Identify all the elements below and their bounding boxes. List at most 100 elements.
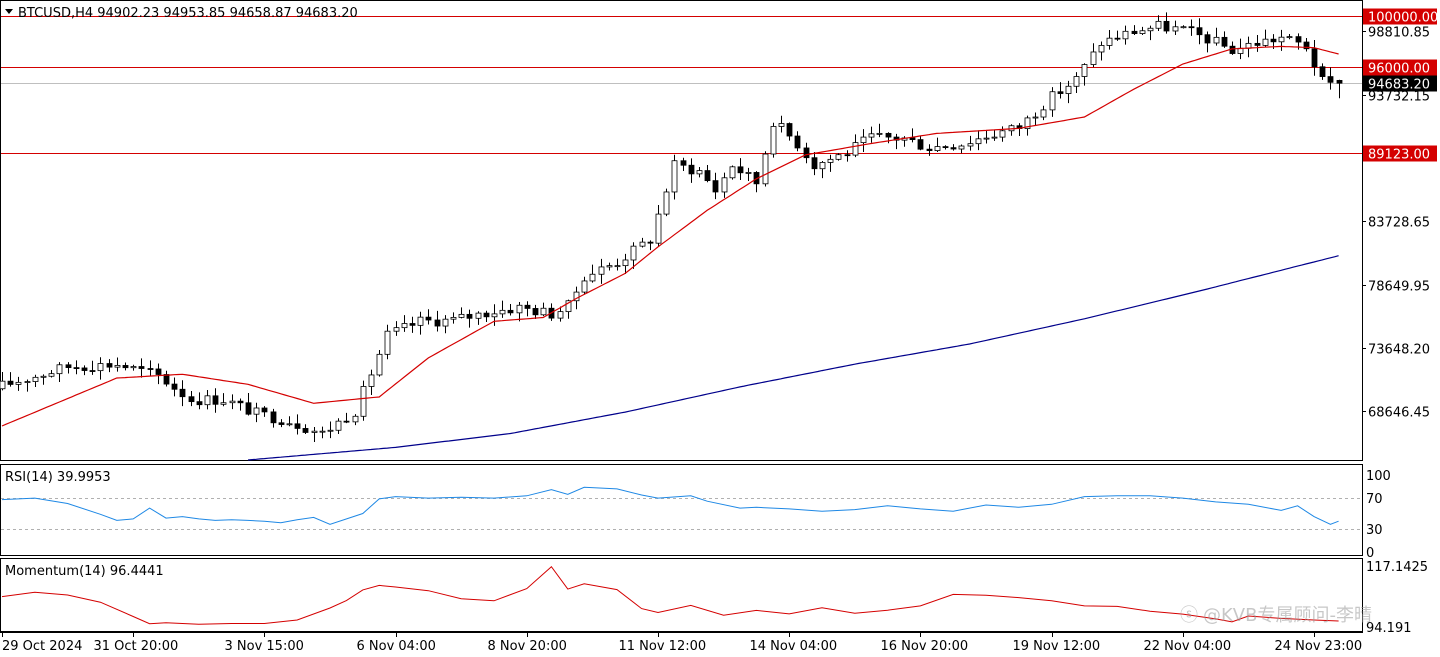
- rsi-tick-label-1: 70: [1366, 492, 1383, 507]
- candle-bull: [475, 312, 482, 319]
- candle-bull: [335, 420, 342, 431]
- candle-bear: [188, 396, 195, 403]
- candle-bull: [286, 423, 293, 426]
- candle-bear: [155, 368, 162, 375]
- candle-bull: [376, 353, 383, 376]
- candle-bear: [811, 157, 818, 170]
- candle-bear: [147, 368, 154, 370]
- candle-bull: [565, 300, 572, 313]
- candle-bull: [1172, 26, 1179, 32]
- price-tags: 100000.00 96000.00 89123.00 94683.20: [1363, 8, 1438, 163]
- price-tick-label-3: 78649.95: [1368, 280, 1430, 295]
- candle-bull: [40, 375, 47, 378]
- candle-bear: [278, 422, 285, 425]
- candle-bear: [950, 147, 957, 150]
- hline-tag-label-1: 96000.00: [1368, 62, 1430, 77]
- candle-bear: [261, 407, 268, 413]
- candle-bear: [212, 395, 219, 405]
- candle-bull: [589, 273, 596, 282]
- candle-bull: [762, 153, 769, 185]
- candle-bull: [352, 415, 359, 423]
- candle-bull: [729, 166, 736, 179]
- candle-bull: [819, 162, 826, 170]
- candle-bear: [196, 401, 203, 406]
- time-tick-label-5: 11 Nov 12:00: [619, 639, 707, 654]
- candle-bull: [696, 170, 703, 175]
- candle-bull: [655, 213, 662, 244]
- price-pane[interactable]: 98810.85 93732.15 83728.65 78649.95 73648.20…: [0, 0, 1438, 461]
- time-tick-label-10: 24 Nov 23:00: [1275, 639, 1363, 654]
- rsi-tick-label-2: 30: [1366, 523, 1383, 538]
- candle-bull: [671, 160, 678, 193]
- candle-bull: [975, 138, 982, 145]
- candle-bear: [237, 400, 244, 404]
- candle-bull: [458, 313, 465, 318]
- candle-bear: [302, 428, 309, 433]
- rsi-tick-label-3: 0: [1366, 546, 1374, 561]
- candle-bear: [917, 139, 924, 150]
- horizontal-lines: [1, 16, 1362, 154]
- collapse-triangle-icon[interactable]: [5, 9, 13, 14]
- rsi-pane-frame: [0, 464, 1363, 556]
- candle-bear: [688, 164, 695, 175]
- candle-bull: [876, 132, 883, 135]
- candle-bull: [1122, 30, 1129, 40]
- rsi-pane[interactable]: 100 70 30 0: [0, 464, 1391, 562]
- candle-bear: [1303, 41, 1310, 50]
- candle-bull: [450, 316, 457, 320]
- candle-bull: [967, 143, 974, 147]
- candle-bear: [1057, 91, 1064, 94]
- candle-bull: [958, 145, 965, 150]
- momentum-tick-label-0: 117.1425: [1366, 560, 1428, 575]
- candle-bull: [417, 316, 424, 326]
- momentum-line: [1, 565, 1339, 625]
- candle-bear: [1163, 20, 1170, 32]
- candle-bull: [721, 177, 728, 193]
- rsi-label: RSI(14) 39.9953: [5, 470, 111, 485]
- candle-bear: [1319, 66, 1326, 77]
- candle-bull: [663, 191, 670, 215]
- candle-bull: [745, 172, 752, 174]
- candle-bear: [794, 135, 801, 149]
- candle-bear: [245, 402, 252, 415]
- candle-bull: [327, 429, 334, 432]
- candle-bear: [425, 316, 432, 321]
- candle-bull: [0, 380, 6, 390]
- candle-bear: [7, 380, 14, 385]
- candle-bear: [1221, 36, 1228, 47]
- time-tick-label-4: 8 Nov 20:00: [488, 639, 567, 654]
- candle-bull: [15, 381, 22, 385]
- candle-bull: [1032, 116, 1039, 119]
- candle-bear: [1114, 37, 1121, 40]
- candle-bear: [1336, 80, 1343, 84]
- candle-bear: [270, 411, 277, 424]
- candle-bull: [1090, 51, 1097, 65]
- candle-bull: [1081, 64, 1088, 77]
- candle-bull: [934, 146, 941, 152]
- hline-tag-label-0: 100000.00: [1368, 11, 1438, 26]
- momentum-pane[interactable]: 117.1425 94.191: [0, 558, 1429, 636]
- candle-bull: [401, 323, 408, 329]
- candle-bear: [343, 420, 350, 423]
- candle-bull: [97, 363, 104, 372]
- candle-bull: [56, 364, 63, 375]
- candle-bull: [393, 327, 400, 332]
- candle-bull: [384, 330, 391, 355]
- candle-bull: [860, 136, 867, 144]
- candle-bull: [1147, 27, 1154, 32]
- watermark-icon: ⓢ: [1180, 605, 1198, 626]
- candle-bear: [1196, 27, 1203, 36]
- candle-bear: [89, 370, 96, 372]
- time-tick-label-9: 22 Nov 04:00: [1144, 639, 1232, 654]
- candle-bull: [499, 309, 506, 315]
- candle-bull: [835, 154, 842, 160]
- candle-bear: [1254, 42, 1261, 46]
- candle-bull: [639, 241, 646, 247]
- candle-bull: [1286, 36, 1293, 39]
- candle-bear: [786, 123, 793, 137]
- momentum-label: Momentum(14) 96.4441: [5, 564, 164, 579]
- candle-bull: [516, 304, 523, 314]
- candle-bull: [598, 266, 605, 275]
